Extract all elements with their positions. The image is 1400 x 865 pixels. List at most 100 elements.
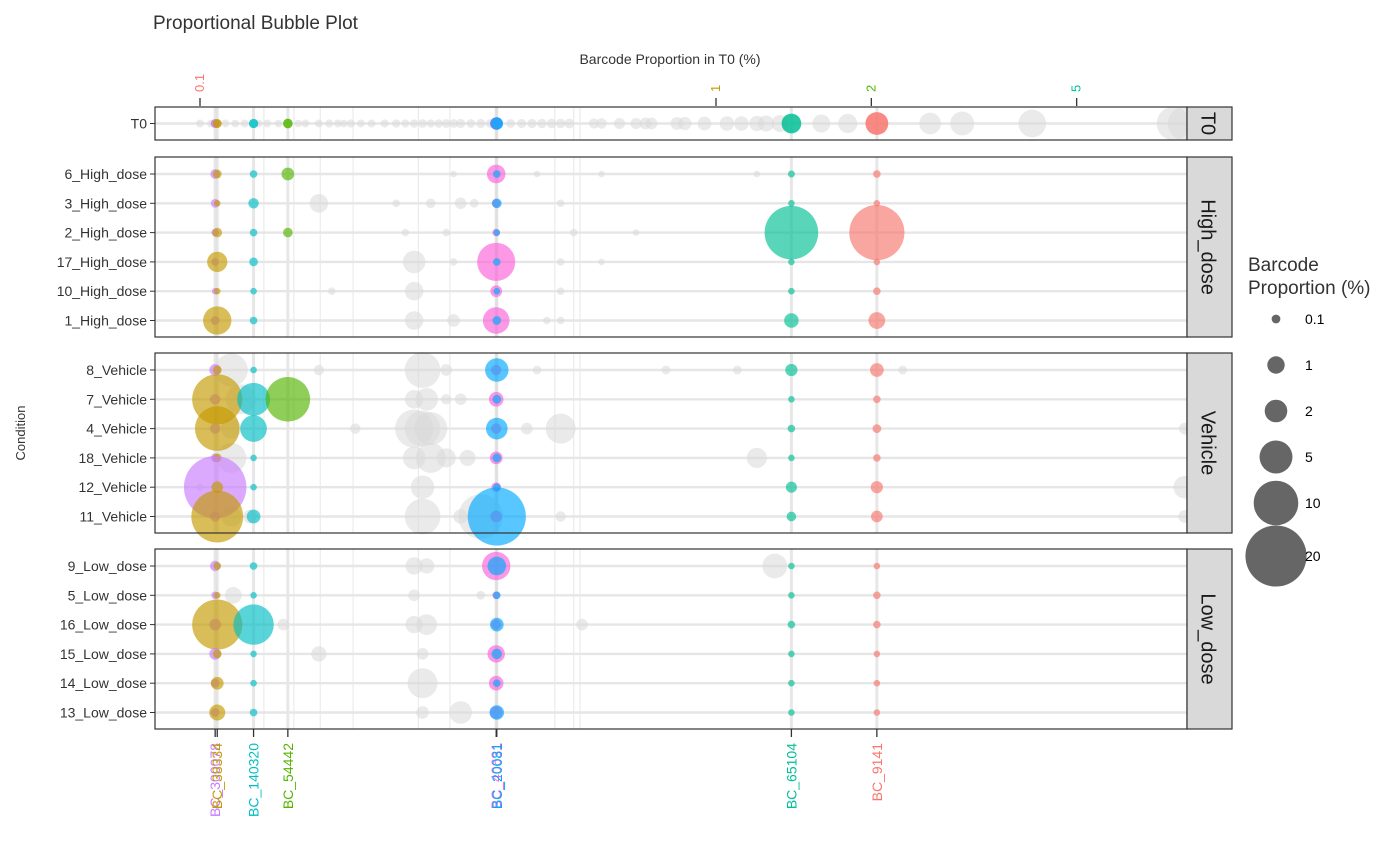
background-bubble (440, 364, 453, 376)
background-bubble (196, 119, 204, 128)
background-bubble (466, 119, 476, 128)
legend-size-bubble (1245, 525, 1307, 587)
legend-size-label: 0.1 (1305, 311, 1325, 327)
background-bubble (415, 442, 446, 473)
bubble-bc-38334 (213, 562, 222, 570)
bubble-bc-9141 (873, 679, 881, 687)
bubble-bc-20081 (489, 705, 505, 720)
bubble-bc-140320 (250, 483, 257, 491)
background-bubble (407, 668, 438, 699)
background-bubble (449, 258, 458, 266)
bubble-bc-65104 (788, 200, 795, 207)
bubble-bc-9141 (873, 562, 881, 570)
background-bubble (564, 118, 575, 129)
background-bubble (340, 119, 348, 128)
background-bubble (301, 119, 310, 128)
background-bubble (449, 119, 458, 128)
background-bubble (416, 706, 429, 719)
background-bubble (762, 553, 788, 579)
background-bubble (436, 448, 456, 468)
background-bubble (414, 412, 448, 446)
bubble-bc-140320 (250, 366, 257, 374)
background-bubble (950, 111, 975, 136)
facet-strip-label: Vehicle (1197, 411, 1219, 476)
background-bubble (598, 170, 605, 178)
bubble-bc-140320 (237, 382, 271, 416)
background-bubble (392, 119, 401, 128)
background-bubble (277, 618, 290, 631)
y-axis-tick-label: 18_Vehicle (78, 450, 147, 466)
background-bubble (327, 287, 336, 296)
background-bubble (746, 447, 767, 469)
legend-size-label: 2 (1305, 403, 1313, 419)
background-bubble (333, 119, 342, 128)
background-bubble (898, 365, 908, 375)
legend-size-label: 5 (1305, 449, 1313, 465)
barcode-label: BC_65104 (783, 743, 799, 809)
background-bubble (416, 614, 438, 635)
background-bubble (542, 316, 551, 325)
background-bubble (556, 258, 565, 266)
bubble-bc-140320 (246, 509, 261, 524)
bubble-bc-65104 (764, 205, 819, 260)
bubble-bc-38334 (212, 227, 223, 238)
background-bubble (630, 117, 642, 130)
background-bubble (459, 449, 476, 466)
bubble-bc-20081 (492, 453, 502, 463)
barcode-label: BC_9141 (869, 743, 885, 802)
bubble-bc-9141 (871, 510, 883, 523)
y-axis-tick-label: T0 (131, 116, 148, 132)
bubble-bc-38334 (194, 406, 240, 451)
bubble-bc-140320 (249, 257, 258, 267)
y-axis-tick-label: 2_High_dose (64, 225, 147, 241)
y-axis-tick-label: 5_Low_dose (68, 587, 148, 603)
bubble-bc-38334 (212, 365, 222, 375)
background-bubble (545, 413, 576, 444)
background-bubble (645, 117, 658, 130)
bubble-bc-140320 (233, 604, 274, 645)
background-bubble (263, 119, 272, 128)
background-bubble (426, 119, 435, 128)
bubble-bc-140320 (250, 287, 257, 295)
bubble-bc-9141 (873, 591, 881, 600)
bubble-bc-9141 (873, 200, 881, 207)
background-bubble (409, 119, 419, 128)
bubble-bc-65104 (785, 363, 798, 377)
y-axis-tick-label: 17_High_dose (57, 254, 148, 270)
bubble-bc-20081 (485, 358, 509, 382)
bubble-bc-20081 (492, 316, 502, 325)
bubble-bc-140320 (250, 592, 257, 599)
bubble-bc-20081 (490, 117, 504, 130)
legend-size-bubble (1253, 480, 1299, 526)
y-axis-title: Condition (13, 406, 28, 461)
background-bubble (569, 228, 578, 237)
facet-strip-label: Low_dose (1197, 593, 1219, 684)
bubble-bc-65104 (788, 650, 795, 658)
bubble-bc-140320 (250, 679, 257, 687)
background-bubble (555, 118, 566, 129)
background-bubble (402, 250, 426, 274)
background-bubble (678, 116, 692, 131)
background-bubble (757, 115, 775, 132)
background-bubble (596, 118, 607, 129)
bubble-bc-38334 (210, 676, 224, 690)
top-axis-title: Barcode Proportion in T0 (%) (579, 51, 760, 67)
bubble-bc-9141 (873, 258, 881, 266)
background-bubble (240, 119, 249, 128)
background-bubble (231, 119, 239, 128)
bubble-bc-140320 (249, 316, 258, 325)
bubble-bc-9141 (870, 363, 884, 377)
bubble-bc-20081 (485, 417, 508, 440)
barcode-label: BC_40631 (488, 743, 504, 809)
background-bubble (447, 314, 460, 327)
background-bubble (517, 118, 527, 129)
background-bubble (476, 118, 486, 129)
legend-title-line-1: Barcode (1248, 255, 1319, 276)
panel-background (155, 549, 1187, 729)
background-bubble (919, 112, 941, 135)
background-bubble (418, 119, 427, 128)
legend-size-bubble (1264, 399, 1288, 423)
bubble-bc-140320 (249, 170, 258, 178)
top-axis-tick-label: 0.1 (192, 74, 207, 92)
background-bubble (416, 648, 429, 660)
